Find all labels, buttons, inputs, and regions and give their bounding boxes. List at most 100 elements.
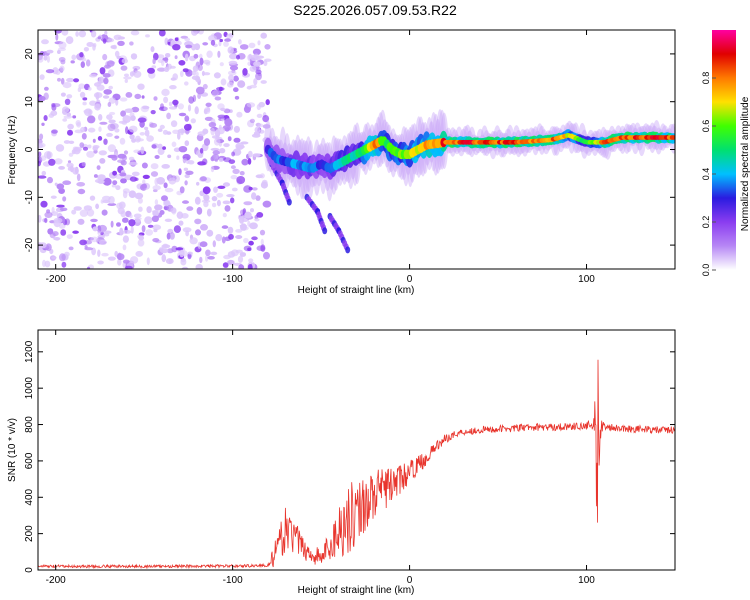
- noise-blob: [123, 150, 129, 155]
- snr-y-label: SNR (10 * v/v): [7, 418, 18, 482]
- noise-blob: [231, 187, 238, 192]
- noise-blob: [218, 124, 222, 130]
- noise-blob: [79, 239, 87, 246]
- noise-blob: [65, 36, 74, 45]
- noise-blob: [180, 258, 187, 266]
- noise-blob: [180, 127, 184, 135]
- noise-blob: [169, 232, 175, 240]
- noise-blob: [62, 196, 67, 202]
- noise-blob: [66, 162, 74, 168]
- noise-blob: [219, 148, 226, 154]
- noise-blob: [141, 183, 147, 189]
- noise-blob: [133, 149, 141, 154]
- noise-blob: [249, 84, 257, 89]
- noise-blob: [247, 158, 252, 165]
- noise-blob: [94, 103, 101, 111]
- y-tick-label: 0: [24, 146, 35, 152]
- noise-blob: [109, 111, 116, 116]
- noise-blob: [199, 190, 205, 197]
- spectrogram-x-axis: -200 -100 0 100: [46, 30, 595, 285]
- noise-blob: [63, 140, 71, 144]
- noise-blob: [159, 248, 169, 254]
- colorbar-tick-label: 0.4: [701, 168, 711, 181]
- noise-blob: [229, 53, 238, 60]
- noise-blob: [227, 46, 234, 54]
- noise-blob: [177, 103, 184, 110]
- noise-blob: [197, 131, 206, 137]
- noise-blob: [149, 122, 158, 128]
- noise-blob: [182, 68, 189, 73]
- noise-blob: [233, 137, 241, 143]
- noise-blob: [102, 95, 110, 99]
- noise-blob: [171, 141, 177, 148]
- noise-blob: [191, 30, 198, 36]
- snr-line: [38, 359, 675, 569]
- noise-blob: [152, 224, 162, 231]
- snr-plot-area: [38, 330, 675, 570]
- noise-blob: [175, 247, 184, 251]
- noise-blob: [124, 79, 128, 83]
- noise-blob: [204, 107, 211, 114]
- noise-blob: [38, 214, 42, 223]
- noise-blob: [115, 185, 121, 191]
- noise-blob: [117, 36, 125, 40]
- noise-blob: [108, 97, 116, 104]
- noise-blob: [124, 73, 129, 77]
- noise-blob: [193, 53, 199, 59]
- noise-blob: [206, 50, 213, 58]
- noise-blob: [46, 49, 54, 54]
- noise-blob: [210, 165, 215, 173]
- noise-blob: [99, 67, 106, 75]
- noise-blob: [217, 50, 221, 58]
- noise-blob: [177, 132, 181, 140]
- noise-blob: [137, 234, 144, 239]
- noise-blob: [187, 104, 192, 112]
- noise-blob: [150, 46, 155, 53]
- noise-blob: [236, 176, 246, 184]
- noise-blob: [248, 258, 254, 263]
- noise-blob: [129, 214, 133, 219]
- noise-blob: [119, 137, 126, 145]
- noise-blob: [45, 243, 52, 251]
- noise-blob: [67, 167, 72, 171]
- noise-blob: [164, 218, 173, 222]
- noise-blob: [244, 211, 252, 219]
- noise-blob: [102, 199, 111, 204]
- noise-blob: [157, 128, 163, 132]
- noise-blob: [195, 263, 203, 269]
- noise-blob: [97, 136, 103, 141]
- noise-blob: [93, 174, 98, 178]
- noise-blob: [103, 89, 112, 95]
- noise-blob: [121, 58, 128, 64]
- noise-blob: [122, 188, 130, 194]
- noise-blob: [99, 121, 108, 125]
- spectrogram-noise-region: [38, 30, 272, 269]
- noise-blob: [139, 132, 145, 136]
- noise-blob: [141, 225, 146, 233]
- noise-blob: [66, 94, 73, 99]
- noise-blob: [158, 30, 166, 37]
- noise-blob: [171, 245, 178, 253]
- noise-blob: [68, 140, 75, 144]
- noise-blob: [97, 174, 106, 181]
- noise-blob: [224, 38, 232, 42]
- noise-blob: [174, 37, 179, 42]
- noise-blob: [75, 31, 79, 37]
- noise-blob: [76, 182, 86, 187]
- noise-blob: [215, 234, 223, 242]
- noise-blob: [85, 59, 91, 67]
- noise-blob: [206, 229, 214, 237]
- noise-blob: [194, 106, 199, 115]
- noise-blob: [50, 195, 57, 199]
- noise-blob: [98, 114, 103, 121]
- noise-blob: [68, 152, 74, 157]
- noise-blob: [162, 146, 167, 150]
- noise-blob: [130, 53, 138, 60]
- noise-blob: [264, 58, 272, 62]
- noise-blob: [56, 204, 65, 208]
- noise-blob: [232, 168, 240, 175]
- noise-blob: [162, 57, 169, 61]
- noise-blob: [162, 129, 169, 135]
- noise-blob: [178, 112, 187, 117]
- noise-blob: [60, 92, 66, 97]
